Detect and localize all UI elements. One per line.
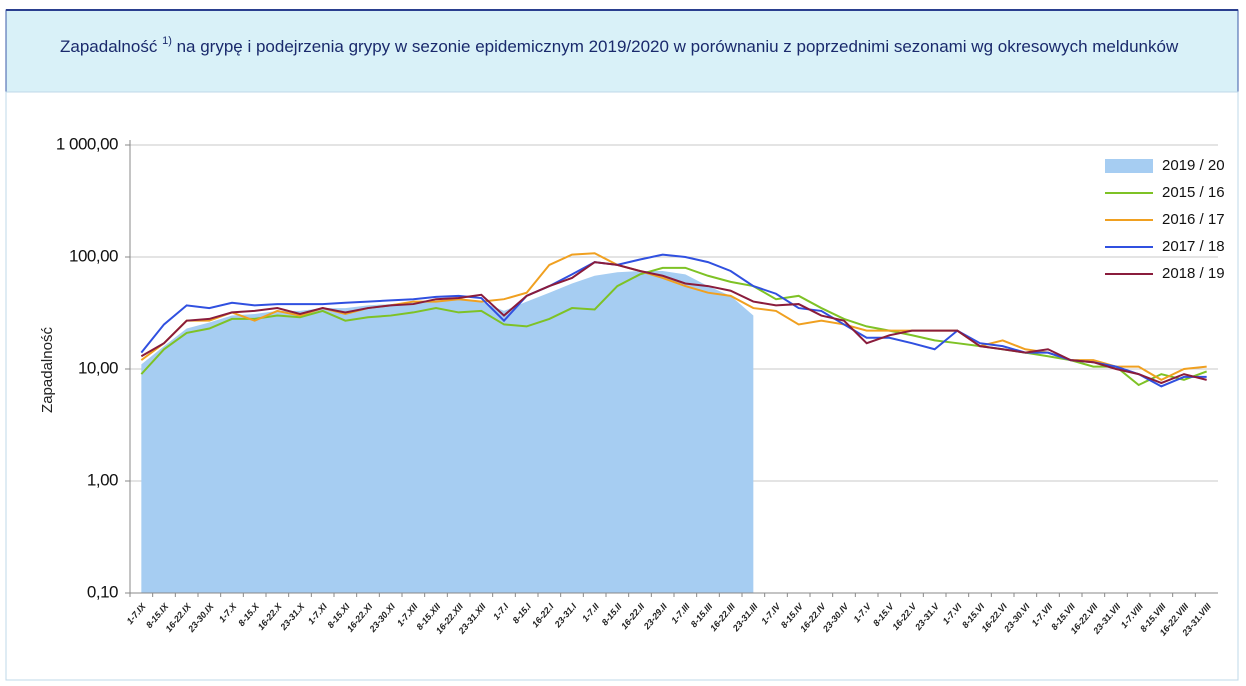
legend-label: 2015 / 16: [1162, 184, 1225, 201]
legend-label: 2017 / 18: [1162, 238, 1225, 255]
y-tick-label: 10,00: [78, 358, 118, 377]
y-tick-label: 100,00: [69, 246, 118, 265]
y-axis-label: Zapadalność: [39, 327, 56, 413]
line: [140, 261, 1207, 385]
legend-label: 2018 / 19: [1162, 265, 1225, 282]
title-note: 1): [162, 35, 172, 47]
y-tick-label: 1 000,00: [56, 134, 118, 153]
title-rest: na grypę i podejrzenia grypy w sezonie e…: [177, 37, 1179, 56]
area: [141, 270, 754, 593]
header-band: [5, 9, 1239, 93]
legend-label: 2016 / 17: [1162, 211, 1225, 228]
legend-label: 2019 / 20: [1162, 157, 1225, 174]
y-tick-label: 1,00: [87, 470, 118, 489]
legend-swatch: [1105, 159, 1153, 173]
chart-title: Zapadalność 1) na grypę i podejrzenia gr…: [60, 30, 1179, 56]
y-tick-label: 0,10: [87, 582, 118, 601]
title-main: Zapadalność: [60, 37, 158, 56]
